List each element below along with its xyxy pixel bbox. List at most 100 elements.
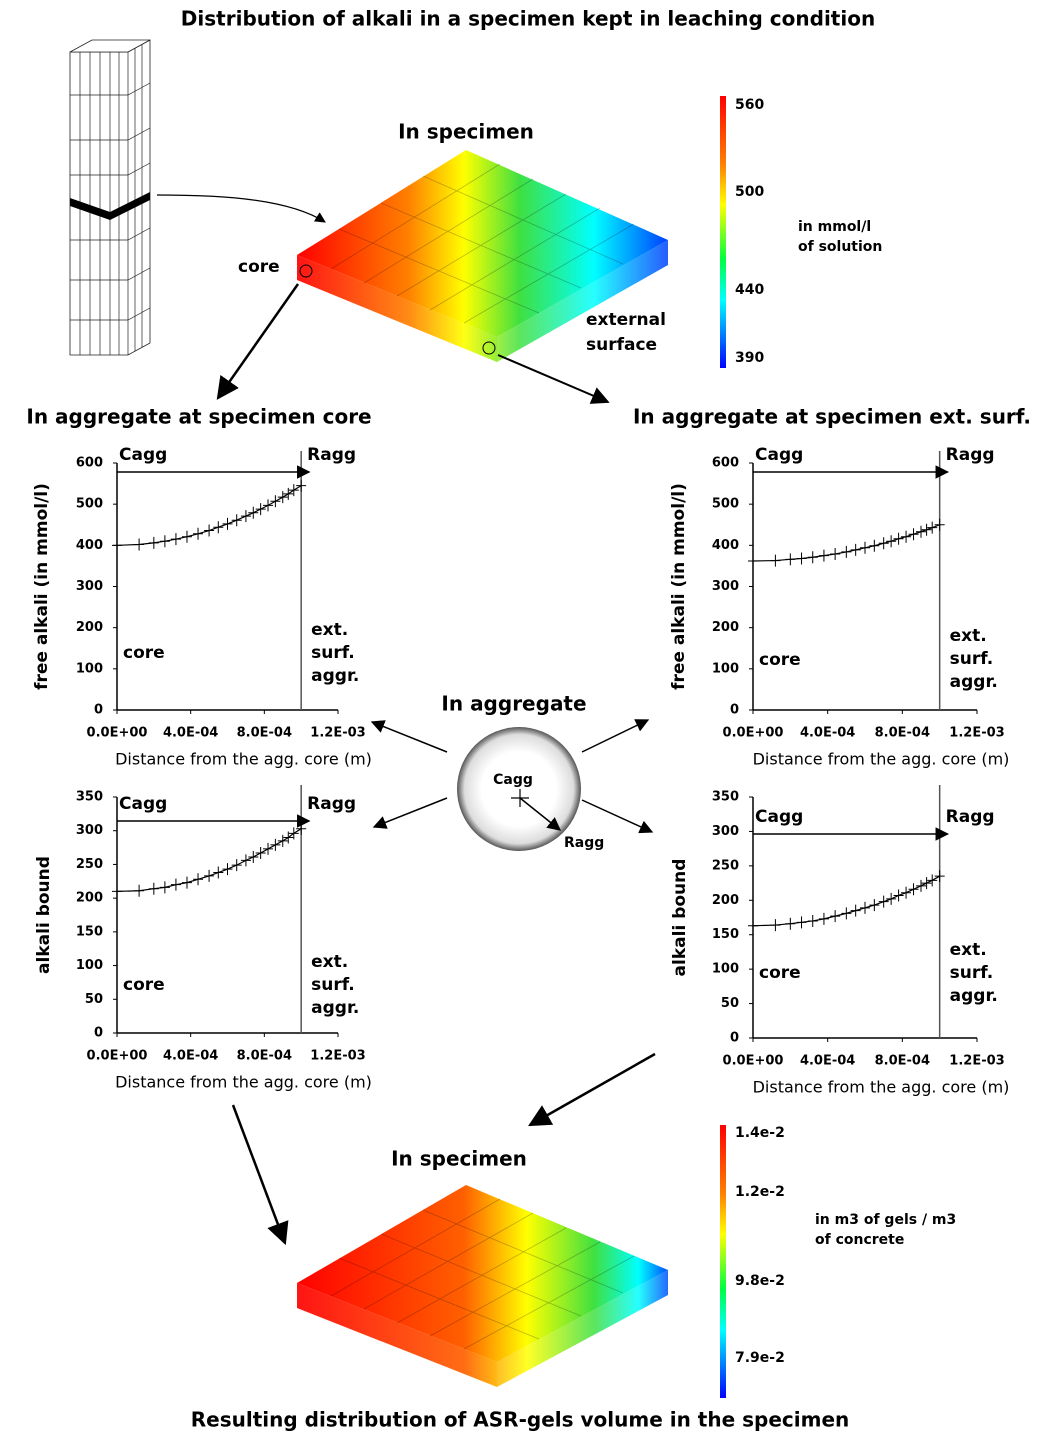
data-point: [921, 877, 932, 890]
data-point: [263, 842, 274, 855]
x-tick-label: 8.0E-04: [875, 1054, 930, 1069]
connector-arrows: [231, 719, 656, 1246]
data-point: [796, 916, 807, 929]
y-tick-label: 150: [712, 927, 739, 942]
data-point: [796, 552, 807, 565]
y-tick-label: 150: [76, 924, 103, 939]
data-point: [878, 895, 889, 908]
data-point: [231, 514, 242, 527]
core-label: core: [123, 975, 165, 995]
data-point: [908, 528, 919, 541]
y-tick-label: 200: [712, 620, 739, 635]
center-label: Cagg: [493, 772, 533, 788]
colorbar-label: 7.9e-2: [735, 1350, 785, 1366]
data-point: [916, 525, 926, 538]
colorbar-unit: of concrete: [815, 1232, 904, 1248]
data-point: [901, 530, 912, 543]
data-point: [927, 521, 938, 534]
x-tick-label: 0.0E+00: [87, 726, 148, 741]
data-point: [869, 539, 880, 552]
data-point: [255, 846, 266, 859]
y-tick-label: 0: [94, 703, 103, 718]
data-point: [159, 881, 170, 894]
x-tick-label: 8.0E-04: [875, 726, 930, 741]
data-point: [893, 532, 904, 545]
surface-label: surf.: [950, 963, 994, 983]
data-point: [748, 919, 758, 932]
data-point: [860, 901, 870, 914]
colorbar-label: 440: [735, 282, 764, 298]
specimen-title: In specimen: [398, 120, 534, 144]
data-point: [748, 554, 758, 567]
y-tick-label: 300: [712, 579, 739, 594]
data-point: [841, 545, 852, 558]
y-tick-label: 200: [76, 620, 103, 635]
x-axis-label: Distance from the agg. core (m): [115, 1073, 372, 1092]
data-point: [193, 527, 204, 540]
data-point: [213, 866, 224, 879]
y-tick-label: 600: [712, 456, 739, 471]
y-tick-label: 250: [712, 858, 739, 873]
data-point: [934, 870, 945, 883]
data-point: [296, 822, 307, 835]
data-point: [231, 859, 242, 872]
data-point: [878, 537, 889, 550]
specimen-slab: [297, 1185, 668, 1387]
start-label: Cagg: [119, 445, 167, 465]
colorbar: [720, 1125, 726, 1398]
colorbar-label: 9.8e-2: [735, 1273, 785, 1289]
y-tick-label: 250: [76, 857, 103, 872]
data-point: [886, 535, 897, 548]
colorbar-label: 1.2e-2: [735, 1184, 785, 1200]
data-point: [830, 910, 841, 923]
data-point: [222, 863, 233, 876]
data-point: [170, 878, 181, 891]
data-point: [288, 827, 299, 840]
surface-label: ext.: [950, 940, 987, 960]
colorbar-unit: in m3 of gels / m3: [815, 1212, 956, 1228]
surface-label: aggr.: [950, 986, 998, 1006]
data-point: [785, 553, 796, 566]
section-heading: In aggregate at specimen core: [26, 405, 371, 429]
specimen-slab: [297, 150, 668, 362]
data-point: [134, 884, 145, 897]
data-point: [112, 539, 122, 552]
end-label: Ragg: [307, 794, 356, 814]
y-tick-label: 100: [712, 962, 739, 977]
data-point: [901, 886, 912, 899]
data-point: [830, 547, 841, 560]
surface-label: ext.: [311, 952, 348, 972]
core-label: core: [759, 963, 801, 983]
x-tick-label: 4.0E-04: [800, 1054, 855, 1069]
surface-label: external: [586, 310, 666, 330]
data-point: [841, 907, 852, 920]
y-tick-label: 300: [712, 824, 739, 839]
y-tick-label: 350: [712, 790, 739, 805]
y-tick-label: 0: [730, 703, 739, 718]
colorbar-label: 1.4e-2: [735, 1125, 785, 1141]
y-tick-label: 100: [76, 661, 103, 676]
x-tick-label: 4.0E-04: [163, 726, 218, 741]
y-tick-label: 500: [76, 497, 103, 512]
data-point: [807, 914, 818, 927]
end-label: Ragg: [307, 445, 356, 465]
y-tick-label: 200: [76, 891, 103, 906]
colorbar-label: 500: [735, 184, 764, 200]
data-point: [270, 495, 281, 508]
data-point: [886, 892, 897, 905]
surface-label: aggr.: [311, 666, 359, 686]
radius-arrow: [519, 797, 562, 831]
aggregate-title: In aggregate: [441, 692, 586, 716]
y-tick-label: 400: [76, 538, 103, 553]
aggregate-circle: [457, 727, 581, 851]
surface-label: surf.: [950, 649, 994, 669]
surface-label: aggr.: [311, 998, 359, 1018]
y-axis-label: free alkali (in mmol/l): [669, 483, 689, 690]
y-axis-label: alkali bound: [670, 859, 690, 977]
connector-arrow: [497, 354, 610, 404]
data-point: [270, 838, 281, 851]
x-tick-label: 1.2E-03: [949, 726, 1004, 741]
start-label: Cagg: [755, 807, 803, 827]
data-point: [850, 904, 861, 917]
data-point: [916, 879, 926, 892]
